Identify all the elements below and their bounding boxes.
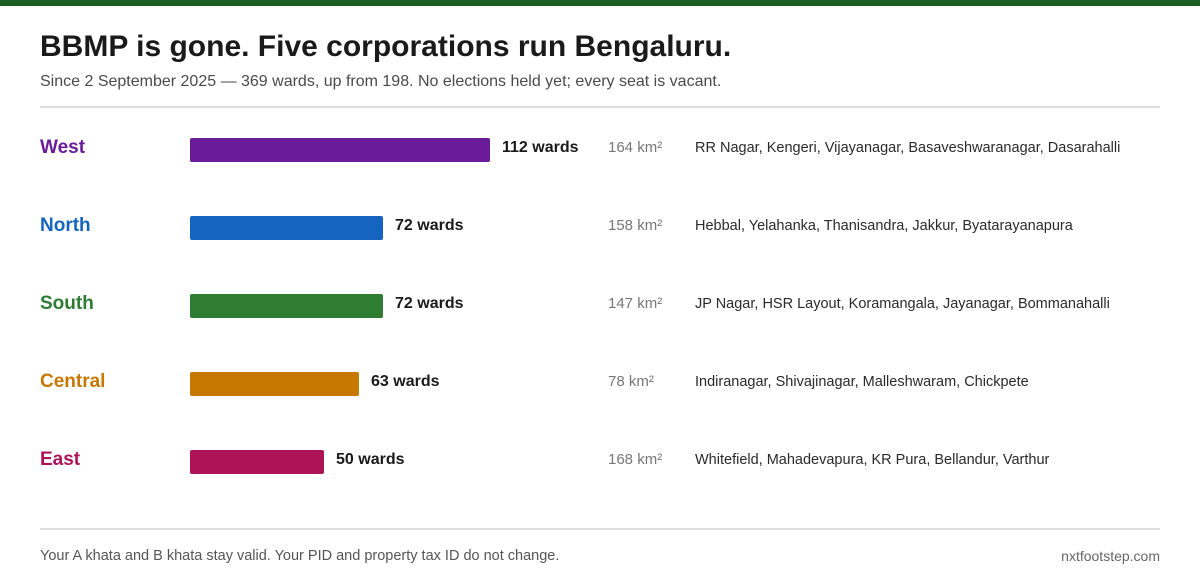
ward-count-label: 72 wards — [395, 295, 464, 312]
corporation-row-east: East 50 wards 168 km² Whitefield, Mahadevap… — [0, 442, 1200, 482]
ward-bar-central — [190, 372, 359, 396]
ward-bar-south — [190, 294, 383, 318]
ward-bar-north — [190, 216, 383, 240]
footer-source: nxtfootstep.com — [1061, 548, 1160, 564]
region-label: East — [40, 449, 81, 470]
area-label: 168 km² — [608, 451, 663, 468]
localities-label: Whitefield, Mahadevapura, KR Pura, Bella… — [695, 452, 1050, 468]
ward-count-label: 50 wards — [336, 451, 405, 468]
top-accent-bar — [0, 0, 1200, 6]
localities-label: Indiranagar, Shivajinagar, Malleshwaram,… — [695, 374, 1029, 390]
localities-label: RR Nagar, Kengeri, Vijayanagar, Basavesh… — [695, 140, 1121, 156]
ward-bar-west — [190, 138, 490, 162]
region-label: North — [40, 215, 91, 236]
area-label: 164 km² — [608, 139, 663, 156]
footer-note: Your A khata and B khata stay valid. You… — [40, 548, 560, 564]
localities-label: JP Nagar, HSR Layout, Koramangala, Jayan… — [695, 296, 1110, 312]
area-label: 78 km² — [608, 373, 654, 390]
page-title: BBMP is gone. Five corporations run Beng… — [40, 30, 732, 63]
ward-count-label: 63 wards — [371, 373, 440, 390]
corporation-row-north: North 72 wards 158 km² Hebbal, Yelahanka, T… — [0, 208, 1200, 248]
ward-count-label: 72 wards — [395, 217, 464, 234]
area-label: 147 km² — [608, 295, 663, 312]
corporation-row-west: West 112 wards 164 km² RR Nagar, Kengeri, V… — [0, 130, 1200, 170]
ward-count-label: 112 wards — [502, 139, 579, 156]
corporation-row-south: South 72 wards 147 km² JP Nagar, HSR Layout… — [0, 286, 1200, 326]
ward-bar-east — [190, 450, 324, 474]
region-label: South — [40, 293, 94, 314]
page-subtitle: Since 2 September 2025 — 369 wards, up f… — [40, 73, 722, 90]
region-label: Central — [40, 371, 106, 392]
localities-label: Hebbal, Yelahanka, Thanisandra, Jakkur, … — [695, 218, 1073, 234]
divider-top — [40, 106, 1160, 108]
area-label: 158 km² — [608, 217, 663, 234]
divider-bottom — [40, 528, 1160, 530]
region-label: West — [40, 137, 86, 158]
corporation-row-central: Central 63 wards 78 km² Indiranagar, Shivaj… — [0, 364, 1200, 404]
